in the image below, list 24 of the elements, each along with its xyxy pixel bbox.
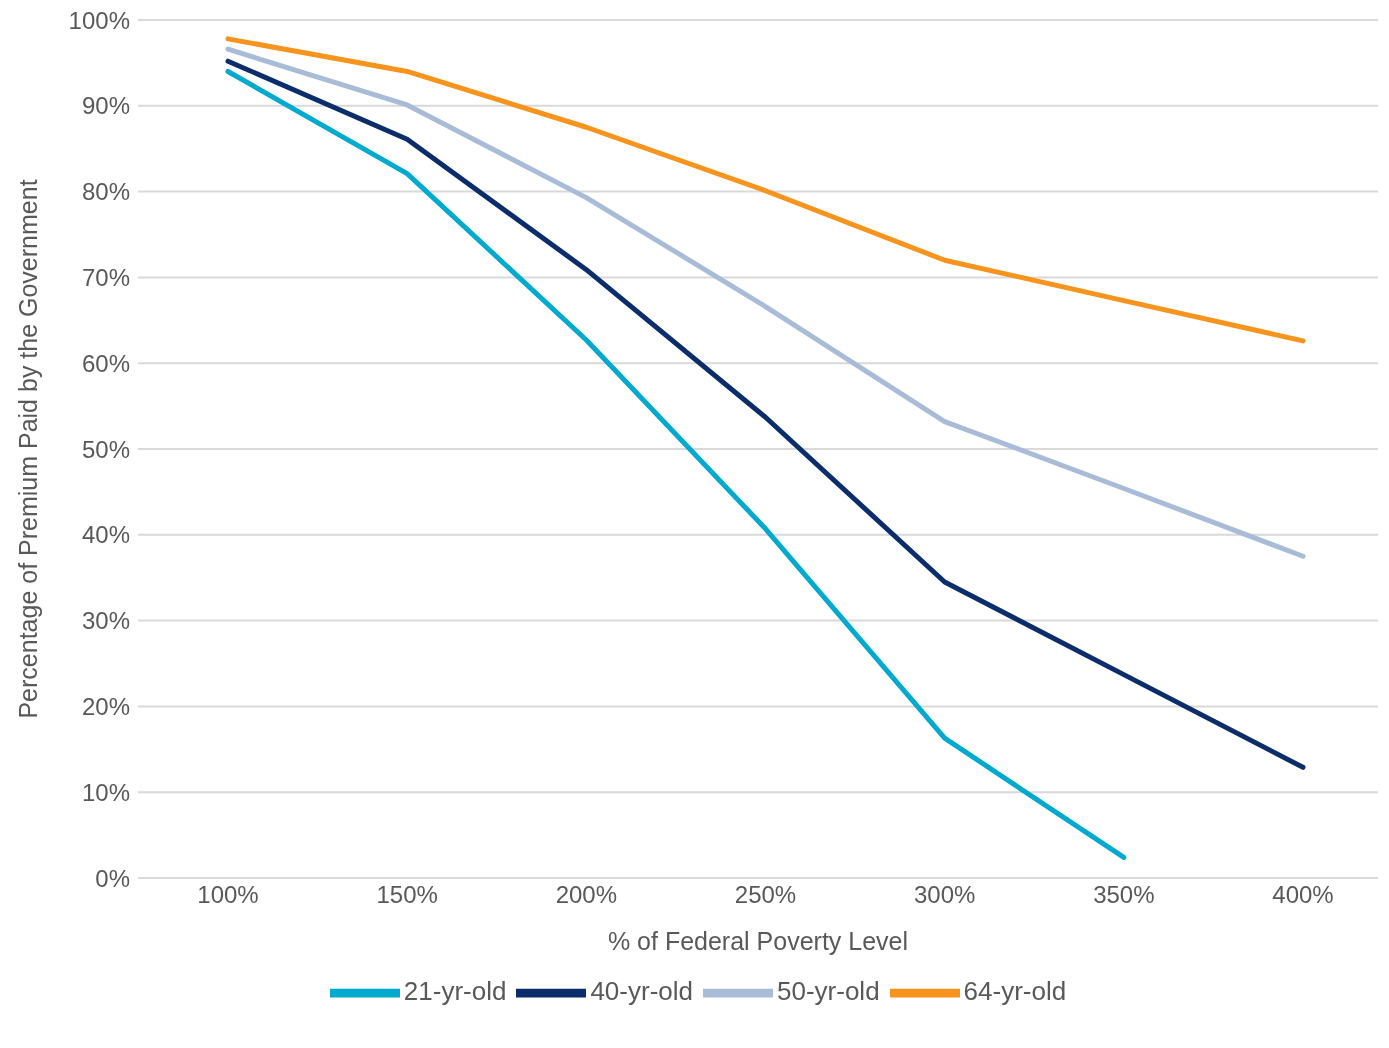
x-tick-label: 250% [734,881,797,909]
y-axis-title: Percentage of Premium Paid by the Government [13,179,42,719]
x-tick-label: 300% [913,881,976,909]
x-tick-label: 350% [1093,881,1155,909]
y-tick-label: 40% [81,521,130,549]
y-tick-label: 10% [81,778,130,806]
legend-label: 21-yr-old [403,975,507,1006]
y-tick-label: 50% [81,435,130,463]
x-tick-label: 150% [376,881,438,909]
x-axis-title: % of Federal Poverty Level [607,927,909,955]
y-tick-label: 70% [81,263,130,291]
legend-label: 40-yr-old [590,975,693,1006]
x-tick-label: 400% [1272,881,1334,909]
y-tick-label: 0% [95,864,130,892]
y-tick-label: 80% [81,178,130,206]
y-tick-label: 60% [81,349,130,377]
x-tick-label: 100% [197,881,259,909]
y-tick-label: 20% [81,692,130,720]
legend-label: 64-yr-old [963,975,1067,1006]
y-tick-label: 30% [81,607,130,635]
y-tick-label: 90% [81,92,130,120]
legend-label: 50-yr-old [777,975,880,1006]
y-tick-label: 100% [68,6,130,34]
x-tick-label: 200% [555,881,618,909]
